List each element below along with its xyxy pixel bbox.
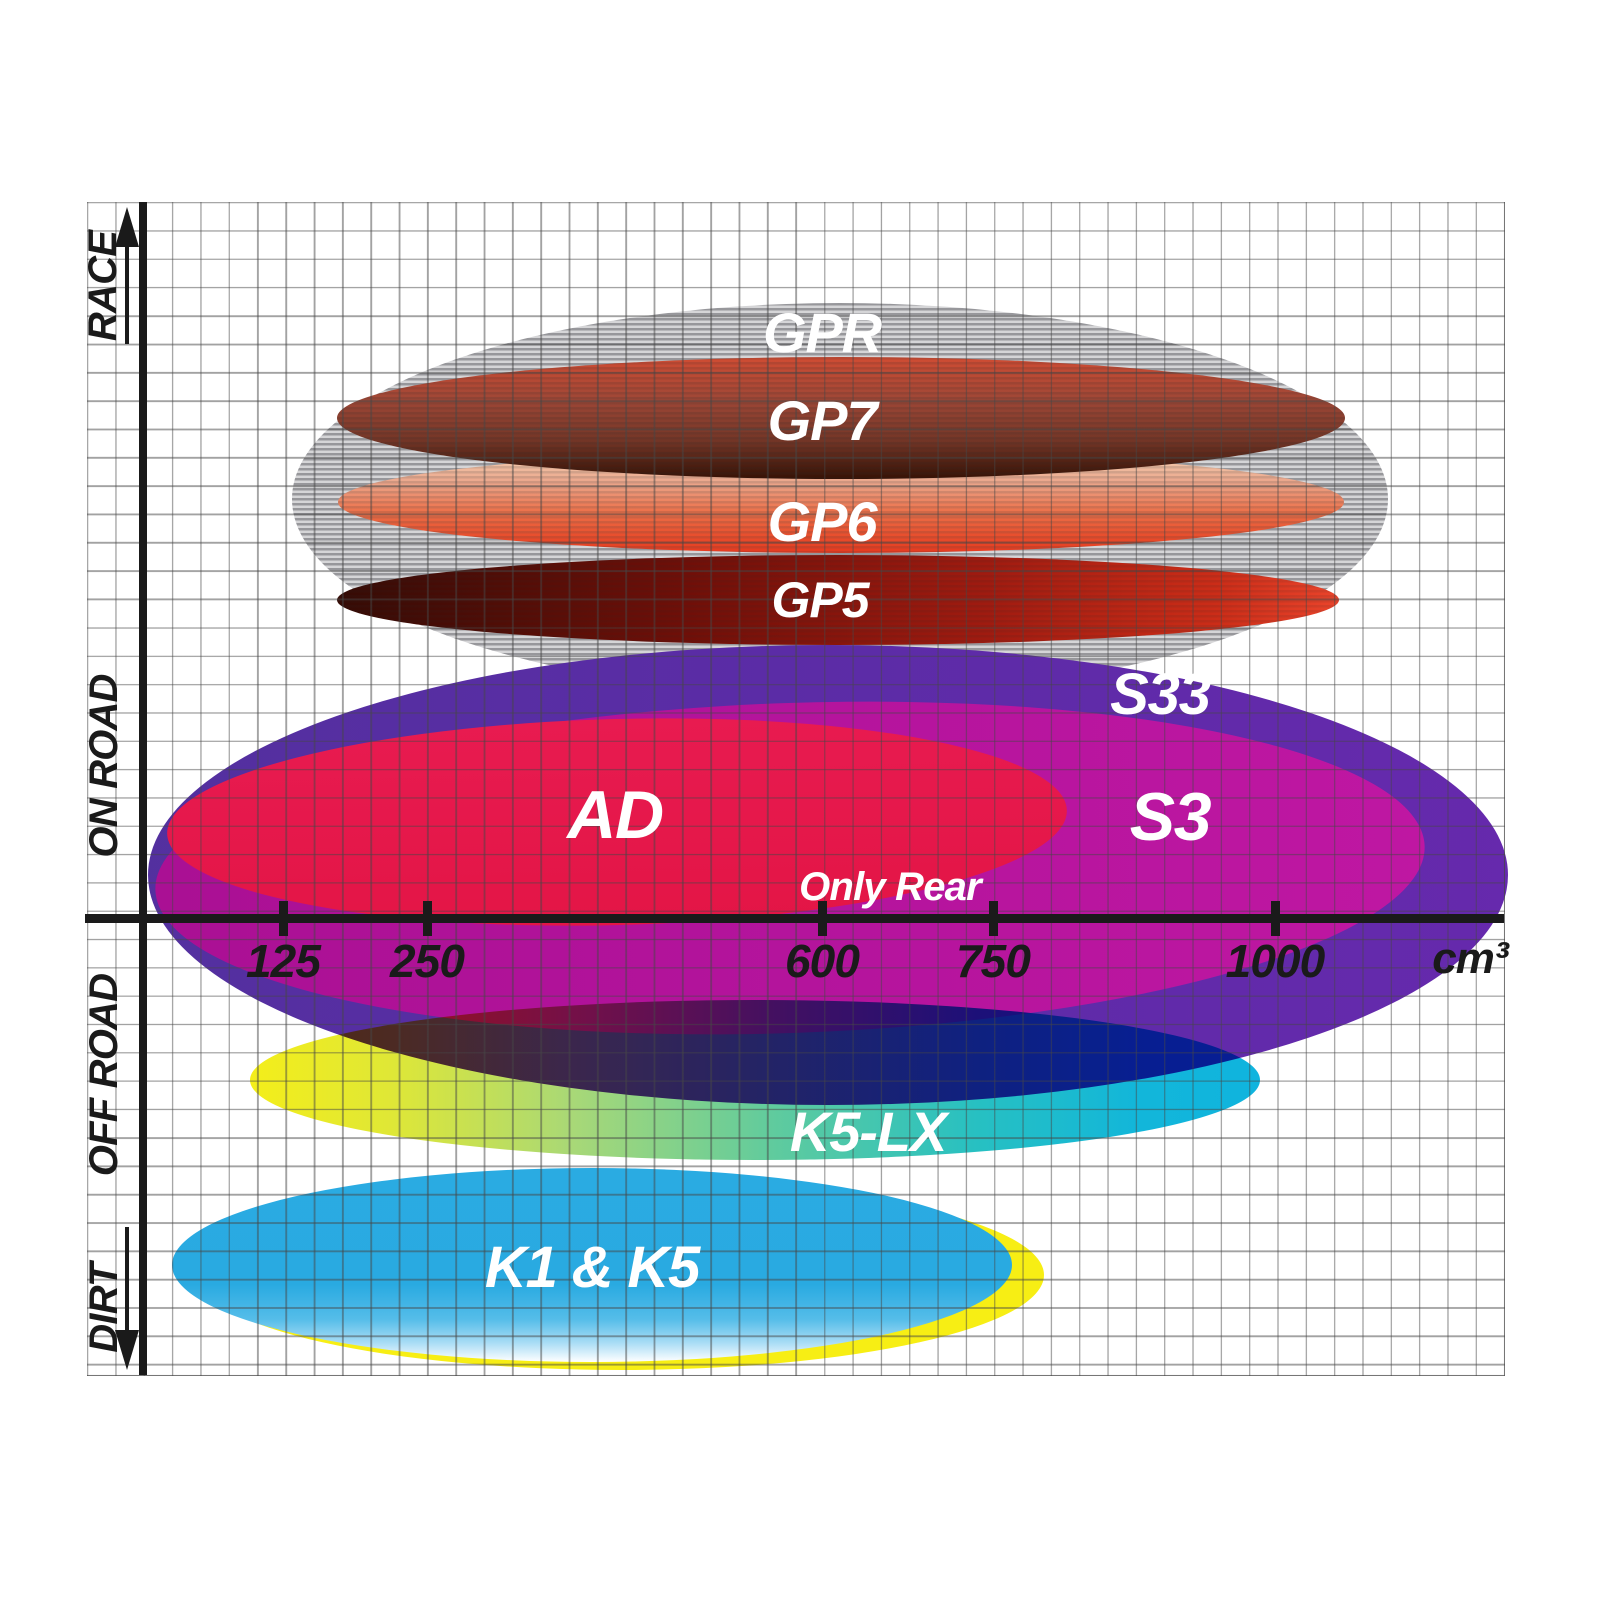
ad-label: AD	[567, 777, 664, 853]
x-tick-600	[817, 901, 827, 936]
k1k5-label: K1 & K5	[484, 1235, 700, 1300]
gp6-label: GP6	[767, 490, 878, 553]
gpr-label: GPR	[763, 301, 882, 364]
on-road-axis-label: ON ROAD	[82, 674, 126, 858]
only-rear-label: Only Rear	[799, 865, 982, 909]
x-axis-line	[85, 914, 1504, 923]
tick-label-600: 600	[785, 935, 860, 987]
dirt-arrow-line	[125, 1227, 129, 1332]
gp5-label: GP5	[771, 572, 869, 628]
x-tick-250	[422, 901, 432, 936]
x-tick-125	[278, 901, 288, 936]
tick-label-1000: 1000	[1225, 935, 1326, 987]
dirt-axis-label: DIRT	[82, 1263, 126, 1353]
race-arrow-line	[125, 243, 129, 344]
race-arrow-up-icon	[115, 207, 139, 247]
x-tick-750	[988, 901, 998, 936]
x-unit-label: cm³	[1432, 934, 1508, 983]
grid	[87, 202, 1505, 1376]
tick-label-250: 250	[390, 935, 465, 987]
s3-label: S3	[1129, 779, 1212, 855]
gp7-label: GP7	[767, 389, 878, 452]
off-road-axis-label: OFF ROAD	[82, 973, 126, 1177]
tick-label-125: 125	[246, 935, 321, 987]
dirt-arrow-down-icon	[115, 1330, 139, 1370]
tick-label-750: 750	[956, 935, 1031, 987]
k5lx-label: K5-LX	[789, 1100, 947, 1163]
s33-label: S33	[1110, 662, 1211, 727]
race-axis-label: RACE	[81, 230, 125, 342]
x-tick-1000	[1270, 901, 1280, 936]
y-axis-line	[139, 202, 147, 1375]
